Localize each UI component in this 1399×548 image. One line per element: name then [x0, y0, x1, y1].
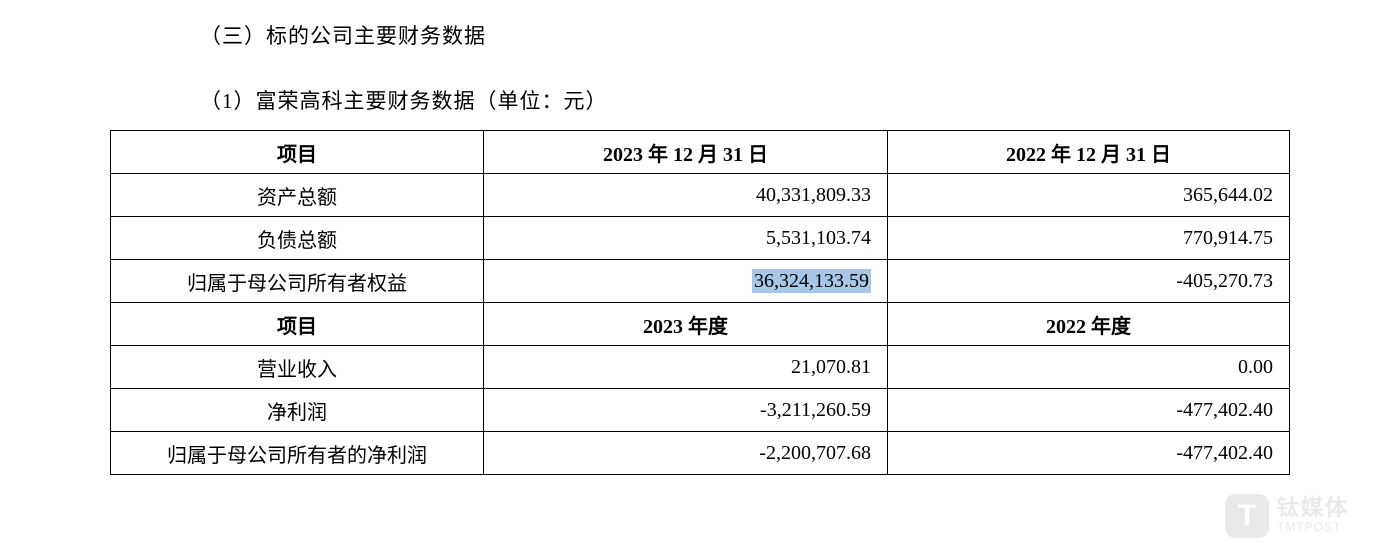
watermark: T 钛媒体 TMTPOST [1225, 494, 1349, 538]
value-cell: 21,070.81 [483, 346, 887, 389]
table-header-1: 项目 2023 年 12 月 31 日 2022 年 12 月 31 日 [111, 131, 1290, 174]
item-cell: 归属于母公司所有者的净利润 [111, 432, 484, 475]
value-cell: -3,211,260.59 [483, 389, 887, 432]
value-cell: -477,402.40 [887, 432, 1289, 475]
watermark-logo-icon: T [1225, 494, 1269, 538]
table-row: 负债总额 5,531,103.74 770,914.75 [111, 217, 1290, 260]
watermark-cn: 钛媒体 [1277, 497, 1349, 519]
table-header-2: 项目 2023 年度 2022 年度 [111, 303, 1290, 346]
value-cell: -2,200,707.68 [483, 432, 887, 475]
subsection-heading: （1）富荣高科主要财务数据（单位：元） [200, 85, 1299, 115]
table-row: 净利润 -3,211,260.59 -477,402.40 [111, 389, 1290, 432]
value-cell: 770,914.75 [887, 217, 1289, 260]
table-row: 资产总额 40,331,809.33 365,644.02 [111, 174, 1290, 217]
table-row: 归属于母公司所有者的净利润 -2,200,707.68 -477,402.40 [111, 432, 1290, 475]
financial-table: 项目 2023 年 12 月 31 日 2022 年 12 月 31 日 资产总… [110, 130, 1290, 475]
table-row: 归属于母公司所有者权益 36,324,133.59 -405,270.73 [111, 260, 1290, 303]
section-heading: （三）标的公司主要财务数据 [200, 20, 1299, 50]
value-cell-highlighted: 36,324,133.59 [483, 260, 887, 303]
item-cell: 净利润 [111, 389, 484, 432]
value-cell: -405,270.73 [887, 260, 1289, 303]
item-cell: 营业收入 [111, 346, 484, 389]
watermark-en: TMTPOST [1277, 519, 1349, 536]
value-cell: -477,402.40 [887, 389, 1289, 432]
highlighted-value: 36,324,133.59 [752, 269, 871, 293]
item-cell: 资产总额 [111, 174, 484, 217]
item-cell: 负债总额 [111, 217, 484, 260]
value-cell: 365,644.02 [887, 174, 1289, 217]
value-cell: 5,531,103.74 [483, 217, 887, 260]
value-cell: 40,331,809.33 [483, 174, 887, 217]
header-cell: 2022 年度 [887, 303, 1289, 346]
header-cell: 项目 [111, 303, 484, 346]
header-cell: 2022 年 12 月 31 日 [887, 131, 1289, 174]
item-cell: 归属于母公司所有者权益 [111, 260, 484, 303]
header-cell: 2023 年度 [483, 303, 887, 346]
table-row: 营业收入 21,070.81 0.00 [111, 346, 1290, 389]
watermark-text: 钛媒体 TMTPOST [1277, 497, 1349, 536]
value-cell: 0.00 [887, 346, 1289, 389]
header-cell: 2023 年 12 月 31 日 [483, 131, 887, 174]
header-cell: 项目 [111, 131, 484, 174]
